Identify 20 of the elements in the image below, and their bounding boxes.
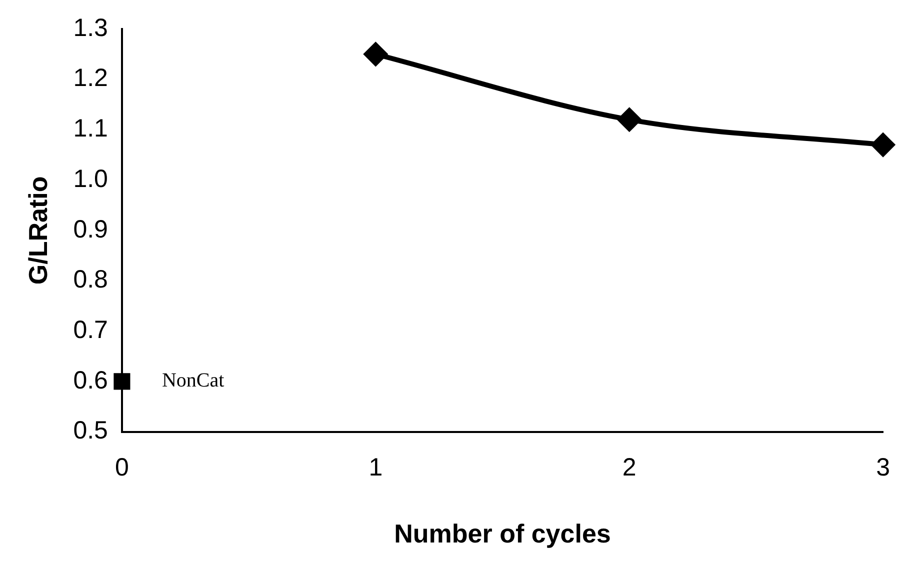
y-tick-label: 0.8: [73, 266, 108, 294]
y-tick-label: 0.9: [73, 215, 108, 244]
point: [872, 133, 895, 156]
series-label: NonCat: [162, 370, 225, 392]
y-tick-label: 1.0: [73, 164, 108, 193]
y-tick-label: 0.5: [73, 416, 108, 445]
y-tick-label: 1.1: [73, 114, 108, 143]
y-tick-label: 0.6: [73, 366, 108, 394]
y-tick-label: 0.7: [73, 316, 108, 344]
x-axis-title: Number of cycles: [394, 518, 611, 549]
point: [364, 42, 388, 66]
x-tick-label: 3: [876, 454, 890, 482]
x-tick-label: 2: [622, 454, 636, 482]
y-axis-title: G/LRatio: [22, 176, 53, 285]
x-tick-label: 1: [368, 454, 383, 482]
y-tick-label: 1.3: [73, 14, 108, 42]
y-tick-label: 1.2: [73, 64, 108, 92]
point: [114, 373, 130, 390]
point: [618, 108, 641, 132]
x-tick-label: 0: [115, 454, 129, 482]
